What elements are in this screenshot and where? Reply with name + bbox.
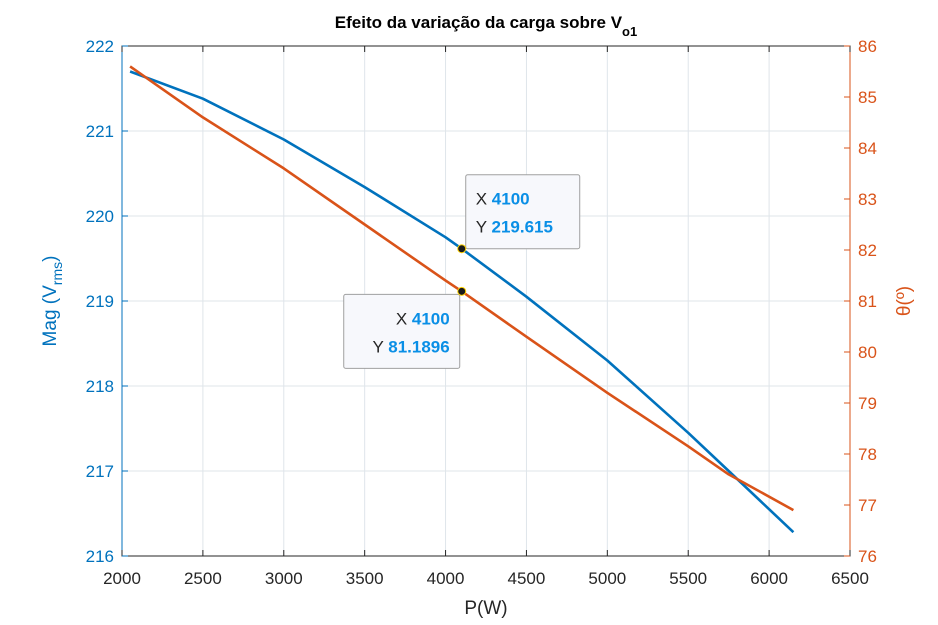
datatip-x-value: 4100 — [492, 190, 530, 209]
datatip-x-label: X — [396, 309, 412, 328]
datatip-box — [465, 174, 581, 250]
y-tick-label-right: 79 — [858, 394, 877, 413]
x-tick-label: 4000 — [427, 569, 465, 588]
datatip-y-value: 219.615 — [491, 218, 552, 237]
y-tick-label-left: 219 — [86, 292, 114, 311]
datatip-x-row: X 4100 — [396, 309, 450, 328]
y-axis-label-right: θ(º) — [894, 286, 915, 316]
x-tick-label: 6500 — [831, 569, 869, 588]
y-tick-label-left: 217 — [86, 462, 114, 481]
x-tick-label: 6000 — [750, 569, 788, 588]
y-tick-label-right: 86 — [858, 37, 877, 56]
y-axis-label-left-main: Mag (V — [40, 285, 61, 347]
datatip-marker — [457, 286, 467, 296]
y-axis-label-left: Mag (Vrms) — [40, 256, 65, 347]
datatip-x-row: X 4100 — [476, 190, 530, 209]
x-tick-label: 2000 — [103, 569, 141, 588]
datatip-y-label: Y — [476, 218, 492, 237]
chart-title-main: Efeito da variação da carga sobre V — [335, 13, 623, 32]
x-tick-label: 4500 — [508, 569, 546, 588]
y-tick-label-left: 220 — [86, 207, 114, 226]
datatip-box — [343, 293, 461, 369]
datatip-x-label: X — [476, 190, 492, 209]
y-tick-label-right: 77 — [858, 496, 877, 515]
y-tick-label-left: 216 — [86, 547, 114, 566]
chart-title-subscript: o1 — [622, 24, 637, 39]
datatip-marker — [457, 244, 467, 254]
datatip-y-row: Y 81.1896 — [373, 337, 450, 356]
y-tick-label-right: 85 — [858, 88, 877, 107]
x-tick-label: 2500 — [184, 569, 222, 588]
x-tick-label: 3000 — [265, 569, 303, 588]
x-tick-label: 5000 — [588, 569, 626, 588]
y-tick-label-left: 222 — [86, 37, 114, 56]
y-tick-label-left: 218 — [86, 377, 114, 396]
datatip-y-row: Y 219.615 — [476, 218, 553, 237]
y-tick-label-left: 221 — [86, 122, 114, 141]
y-tick-label-right: 83 — [858, 190, 877, 209]
datatip-y-value: 81.1896 — [388, 337, 449, 356]
y-axis-label-left-suffix: ) — [40, 256, 61, 262]
chart-title: Efeito da variação da carga sobre Vo1 — [335, 13, 637, 39]
y-axis-label-left-subscript: rms — [49, 262, 65, 285]
datatip-x-value: 4100 — [412, 309, 450, 328]
y-tick-label-right: 84 — [858, 139, 877, 158]
ticks: 2000 2500 3000 3500 4000 4500 5000 5500 6000 6500… — [86, 37, 877, 588]
x-tick-label: 3500 — [346, 569, 384, 588]
y-tick-label-right: 80 — [858, 343, 877, 362]
x-tick-label: 5500 — [669, 569, 707, 588]
y-tick-label-right: 82 — [858, 241, 877, 260]
datatip-y-label: Y — [373, 337, 389, 356]
x-axis-label: P(W) — [464, 598, 507, 619]
y-tick-label-right: 81 — [858, 292, 877, 311]
y-tick-label-right: 76 — [858, 547, 877, 566]
y-tick-label-right: 78 — [858, 445, 877, 464]
